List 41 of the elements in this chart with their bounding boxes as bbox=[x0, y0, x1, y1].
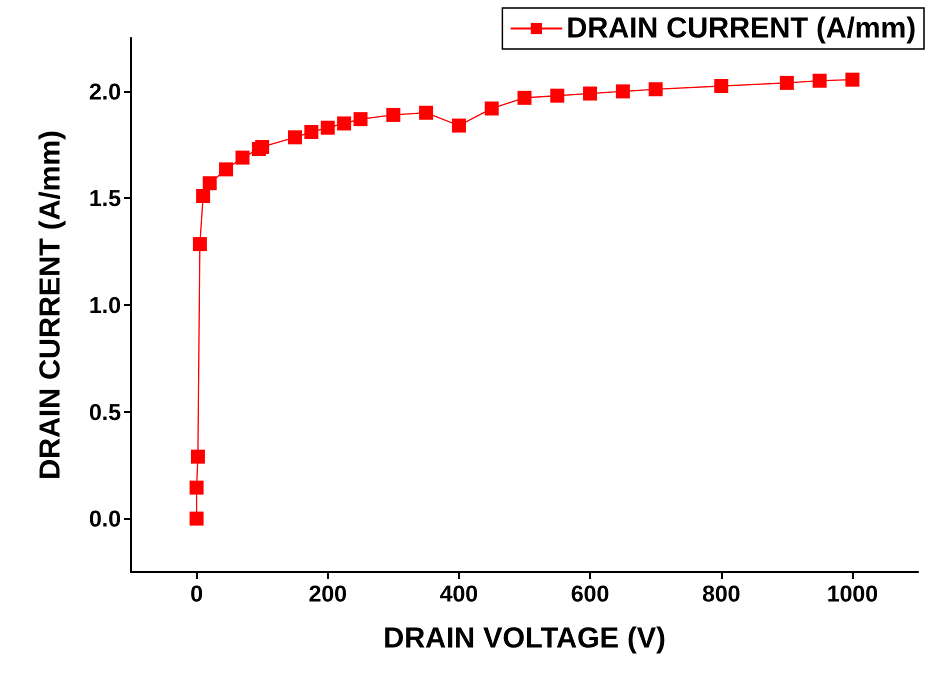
point bbox=[219, 162, 234, 176]
point bbox=[484, 101, 499, 116]
x-tick-label: 600 bbox=[570, 580, 610, 606]
point bbox=[714, 79, 728, 94]
x-tick-label: 200 bbox=[308, 580, 347, 606]
y-tick-label: 1.5 bbox=[89, 185, 122, 212]
y-tick-label: 1.0 bbox=[89, 292, 121, 318]
point bbox=[550, 88, 564, 103]
x-tick-label: 800 bbox=[702, 580, 740, 606]
point bbox=[192, 237, 207, 252]
point bbox=[812, 74, 827, 88]
y-tick-label: 0.0 bbox=[89, 506, 121, 532]
legend-label: DRAIN CURRENT (A/mm) bbox=[566, 12, 916, 44]
point bbox=[337, 116, 352, 130]
point bbox=[190, 480, 204, 495]
point bbox=[452, 118, 466, 133]
point bbox=[288, 130, 302, 144]
point bbox=[196, 189, 210, 204]
point bbox=[518, 90, 532, 105]
point bbox=[648, 82, 663, 96]
y-tick-label: 0.5 bbox=[89, 398, 122, 425]
point bbox=[190, 450, 205, 464]
point bbox=[583, 86, 598, 101]
y-axis-title: DRAIN CURRENT (A/mm) bbox=[34, 130, 66, 480]
point bbox=[255, 140, 270, 154]
point bbox=[845, 72, 860, 87]
point bbox=[616, 84, 630, 98]
y-tick-label: 2.0 bbox=[89, 78, 121, 104]
point bbox=[419, 106, 434, 120]
point bbox=[780, 76, 794, 90]
point bbox=[190, 512, 204, 526]
point bbox=[354, 112, 368, 126]
point bbox=[202, 176, 217, 190]
point bbox=[235, 150, 250, 165]
point bbox=[304, 124, 318, 139]
x-tick-label: 1000 bbox=[826, 580, 878, 606]
x-axis-title: DRAIN VOLTAGE (V) bbox=[383, 622, 666, 654]
x-tick-label: 0 bbox=[190, 580, 203, 606]
point bbox=[320, 120, 335, 135]
point bbox=[386, 108, 400, 122]
x-tick-label: 400 bbox=[440, 580, 478, 606]
